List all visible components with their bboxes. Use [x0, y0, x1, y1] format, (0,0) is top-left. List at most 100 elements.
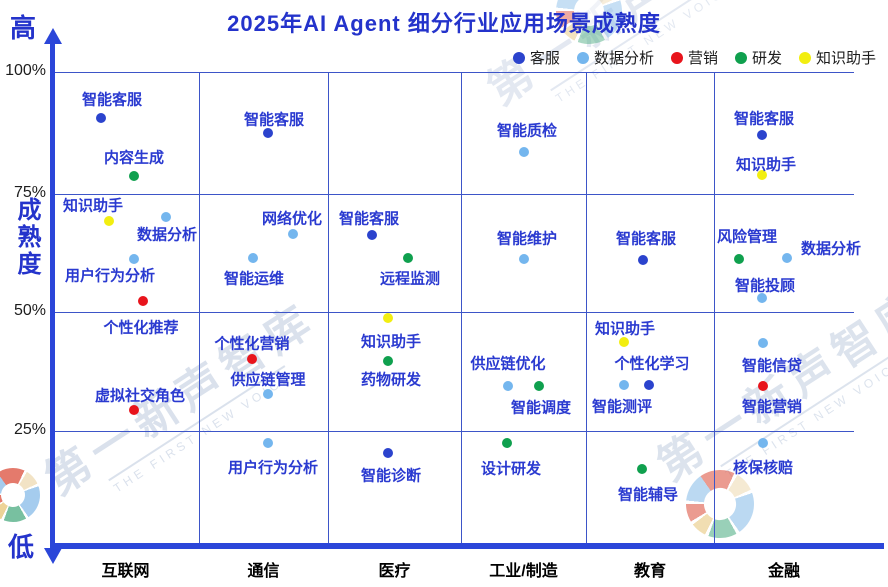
point-dot [758, 438, 768, 448]
y-tick-label: 75% [13, 184, 46, 201]
point-label: 知识助手 [735, 156, 797, 174]
point-dot [734, 254, 744, 264]
point-label: 个性化营销 [214, 335, 290, 353]
legend-dot-icon [512, 51, 525, 64]
legend-label: 数据分析 [593, 50, 654, 67]
point-label: 用户行为分析 [227, 459, 319, 477]
point-label: 个性化学习 [614, 355, 690, 373]
point-dot [619, 337, 629, 347]
chart-title: 2025年AI Agent 细分行业应用场景成熟度 [227, 11, 661, 36]
point-label: 智能客服 [81, 91, 143, 109]
point-label: 智能营销 [741, 398, 803, 416]
point-label: 药物研发 [360, 371, 422, 389]
point-dot [383, 448, 393, 458]
x-category-label: 工业/制造 [489, 563, 558, 580]
point-label: 智能客服 [615, 230, 677, 248]
x-category-label: 通信 [247, 563, 280, 580]
point-dot [644, 380, 654, 390]
x-category-label: 医疗 [378, 563, 411, 580]
point-label: 智能辅导 [617, 486, 679, 504]
point-dot [757, 130, 767, 140]
point-dot [129, 171, 139, 181]
y-axis-line [50, 42, 55, 552]
y-axis-low-label: 低 [8, 532, 35, 562]
x-category-label: 教育 [633, 563, 667, 580]
gridline-horizontal [52, 431, 854, 432]
point-dot [519, 254, 529, 264]
point-label: 网络优化 [261, 210, 323, 228]
legend-dot-icon [576, 51, 589, 64]
point-dot [96, 113, 106, 123]
legend-dot-icon [798, 51, 811, 64]
point-label: 智能测评 [591, 398, 653, 416]
point-label: 智能调度 [510, 399, 572, 417]
point-dot [403, 253, 413, 263]
legend-dot-icon [734, 51, 747, 64]
point-dot [161, 212, 171, 222]
gridline-vertical [328, 72, 329, 546]
point-dot [619, 380, 629, 390]
point-label: 智能信贷 [741, 357, 803, 375]
point-dot [534, 381, 544, 391]
point-label: 智能维护 [496, 230, 558, 248]
y-axis-arrow-down-icon [44, 548, 62, 564]
point-label: 智能运维 [223, 270, 285, 288]
gridline-vertical [586, 72, 587, 546]
point-label: 设计研发 [480, 460, 542, 478]
gridline-horizontal [52, 72, 854, 73]
point-label: 核保核赔 [732, 459, 794, 477]
point-dot [138, 296, 148, 306]
gridline-vertical [714, 72, 715, 546]
point-label: 数据分析 [800, 240, 862, 258]
point-dot [503, 381, 513, 391]
point-dot [288, 229, 298, 239]
point-dot [502, 438, 512, 448]
point-dot [247, 354, 257, 364]
point-dot [263, 389, 273, 399]
point-label: 个性化推荐 [103, 319, 179, 337]
point-label: 智能质检 [496, 122, 558, 140]
legend-label: 客服 [529, 50, 560, 67]
legend-label: 研发 [751, 50, 782, 67]
legend-item: 营销 [670, 47, 718, 68]
x-category-label: 金融 [767, 563, 801, 580]
point-dot [104, 216, 114, 226]
point-label: 数据分析 [136, 226, 198, 244]
point-dot [263, 128, 273, 138]
y-axis-title: 成熟度 [13, 197, 40, 278]
point-dot [367, 230, 377, 240]
legend-label: 知识助手 [815, 50, 876, 67]
point-label: 知识助手 [594, 320, 656, 338]
brand-swirl-logo-icon [0, 461, 47, 529]
legend-label: 营销 [687, 50, 718, 67]
point-dot [383, 313, 393, 323]
legend: 客服 数据分析 营销 研发 知识助手 [512, 47, 876, 68]
point-dot [638, 255, 648, 265]
legend-item: 知识助手 [798, 47, 876, 68]
legend-item: 数据分析 [576, 47, 654, 68]
x-category-label: 互联网 [101, 563, 150, 580]
point-label: 虚拟社交角色 [94, 387, 186, 405]
point-label: 智能客服 [243, 111, 305, 129]
point-dot [519, 147, 529, 157]
point-label: 风险管理 [716, 228, 778, 246]
point-label: 智能诊断 [360, 467, 422, 485]
y-axis-high-label: 高 [10, 13, 37, 43]
point-label: 知识助手 [62, 197, 124, 215]
point-dot [758, 338, 768, 348]
gridline-horizontal [52, 312, 854, 313]
point-label: 内容生成 [103, 149, 165, 167]
gridline-vertical [461, 72, 462, 546]
point-label: 远程监测 [379, 270, 441, 288]
point-dot [129, 405, 139, 415]
gridline-horizontal [52, 194, 854, 195]
y-tick-label: 50% [13, 302, 46, 319]
legend-item: 研发 [734, 47, 782, 68]
point-dot [129, 254, 139, 264]
point-label: 知识助手 [360, 333, 422, 351]
point-dot [248, 253, 258, 263]
y-tick-label: 100% [5, 62, 46, 79]
point-dot [758, 381, 768, 391]
point-dot [757, 170, 767, 180]
